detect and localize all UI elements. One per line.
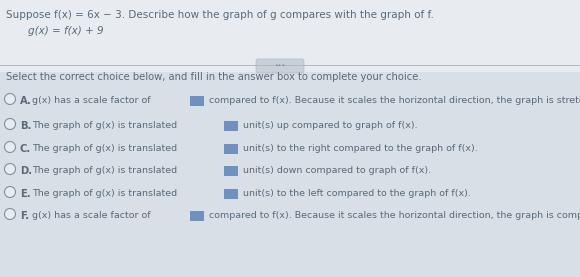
Text: Suppose f(x) = 6x − 3. Describe how the graph of g compares with the graph of f.: Suppose f(x) = 6x − 3. Describe how the … <box>6 10 434 20</box>
Bar <box>190 211 204 221</box>
Circle shape <box>5 186 16 198</box>
Text: g(x) has a scale factor of: g(x) has a scale factor of <box>32 211 154 220</box>
Circle shape <box>5 119 16 130</box>
Text: unit(s) down compared to graph of f(x).: unit(s) down compared to graph of f(x). <box>240 166 432 175</box>
Text: The graph of g(x) is translated: The graph of g(x) is translated <box>32 166 180 175</box>
FancyBboxPatch shape <box>256 59 304 73</box>
Bar <box>224 121 238 131</box>
Text: g(x) = f(x) + 9: g(x) = f(x) + 9 <box>28 26 104 36</box>
Circle shape <box>5 94 16 104</box>
Text: compared to f(x). Because it scales the horizontal direction, the graph is compr: compared to f(x). Because it scales the … <box>206 211 580 220</box>
Text: E.: E. <box>20 189 31 199</box>
Bar <box>224 166 238 176</box>
Bar <box>224 144 238 154</box>
Text: Select the correct choice below, and fill in the answer box to complete your cho: Select the correct choice below, and fil… <box>6 72 422 82</box>
Text: g(x) has a scale factor of: g(x) has a scale factor of <box>32 96 154 105</box>
Bar <box>190 96 204 106</box>
Text: D.: D. <box>20 166 32 176</box>
Text: A.: A. <box>20 96 32 106</box>
Circle shape <box>5 142 16 153</box>
Text: •••: ••• <box>274 63 285 68</box>
Text: B.: B. <box>20 121 31 131</box>
Text: The graph of g(x) is translated: The graph of g(x) is translated <box>32 121 180 130</box>
Circle shape <box>5 209 16 219</box>
Bar <box>0 72 580 277</box>
Text: unit(s) up compared to graph of f(x).: unit(s) up compared to graph of f(x). <box>240 121 418 130</box>
Text: compared to f(x). Because it scales the horizontal direction, the graph is stret: compared to f(x). Because it scales the … <box>206 96 580 105</box>
Circle shape <box>5 163 16 175</box>
Text: unit(s) to the left compared to the graph of f(x).: unit(s) to the left compared to the grap… <box>240 189 471 198</box>
Bar <box>0 0 580 72</box>
Text: F.: F. <box>20 211 29 221</box>
Bar <box>224 189 238 199</box>
Text: The graph of g(x) is translated: The graph of g(x) is translated <box>32 189 180 198</box>
Text: unit(s) to the right compared to the graph of f(x).: unit(s) to the right compared to the gra… <box>240 144 478 153</box>
Text: The graph of g(x) is translated: The graph of g(x) is translated <box>32 144 180 153</box>
Text: C.: C. <box>20 144 31 154</box>
